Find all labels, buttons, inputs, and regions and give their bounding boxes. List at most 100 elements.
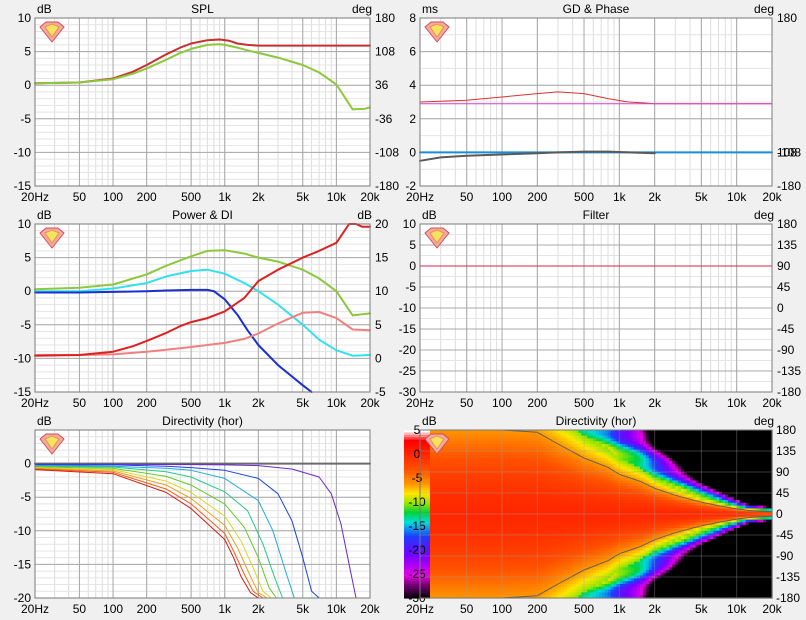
- heatmap-cell: [443, 550, 447, 554]
- heatmap-cell: [546, 550, 550, 554]
- heatmap-cell: [513, 544, 518, 549]
- heatmap-cell: [557, 505, 562, 509]
- heatmap-cell: [484, 556, 489, 560]
- heatmap-cell: [440, 533, 445, 537]
- heatmap-cell: [619, 570, 623, 574]
- heatmap-cell: [464, 584, 468, 588]
- heatmap-cell: [449, 505, 453, 509]
- heatmap-cell: [578, 584, 582, 588]
- heatmap-cell: [452, 519, 456, 523]
- heatmap-cell: [440, 578, 445, 582]
- heatmap-cell: [466, 567, 471, 571]
- heatmap-cell: [572, 550, 577, 554]
- heatmap-cell: [464, 458, 468, 462]
- heatmap-cell: [461, 460, 465, 465]
- heatmap-cell: [628, 460, 632, 465]
- heatmap-cell: [563, 530, 568, 535]
- heatmap-cell: [452, 530, 456, 535]
- heatmap-cell: [516, 542, 521, 546]
- heatmap-cell: [464, 491, 468, 495]
- heatmap-cell: [578, 483, 582, 487]
- heatmap-cell: [510, 474, 515, 479]
- heatmap-cell: [502, 528, 506, 532]
- heatmap-cell: [449, 463, 453, 467]
- heatmap-cell: [513, 514, 518, 518]
- heatmap-cell: [557, 469, 562, 473]
- heatmap-cell: [522, 466, 527, 470]
- heatmap-cell: [461, 589, 465, 593]
- heatmap-cell: [531, 558, 535, 563]
- heatmap-cell: [446, 528, 450, 532]
- heatmap-cell: [554, 544, 559, 549]
- heatmap-cell: [601, 514, 606, 518]
- heatmap-cell: [490, 466, 494, 470]
- heatmap-cell: [490, 570, 494, 574]
- heatmap-cell: [572, 502, 577, 507]
- heatmap-cell: [575, 530, 579, 535]
- heatmap-cell: [566, 449, 571, 453]
- heatmap-cell: [508, 547, 512, 551]
- heatmap-cell: [475, 530, 480, 535]
- heatmap-cell: [549, 533, 553, 537]
- heatmap-cell: [475, 575, 480, 579]
- heatmap-cell: [481, 561, 486, 565]
- heatmap-cell: [540, 592, 544, 596]
- heatmap-cell: [458, 536, 462, 540]
- heatmap-cell: [440, 595, 445, 599]
- heatmap-cell: [537, 550, 541, 554]
- heatmap-cell: [584, 514, 588, 518]
- heatmap-cell: [496, 578, 500, 582]
- heatmap-cell: [525, 455, 530, 459]
- heatmap-cell: [563, 472, 568, 476]
- heatmap-cell: [464, 533, 468, 537]
- heatmap-cell: [490, 567, 494, 571]
- heatmap-cell: [469, 432, 474, 437]
- heatmap-cell: [557, 446, 562, 451]
- heatmap-cell: [575, 438, 579, 442]
- heatmap-cell: [537, 435, 541, 439]
- heatmap-cell: [496, 516, 500, 521]
- heatmap-cell: [631, 581, 635, 585]
- heatmap-cell: [575, 564, 579, 568]
- heatmap-cell: [625, 567, 629, 571]
- heatmap-cell: [525, 438, 530, 442]
- heatmap-cell: [437, 522, 442, 526]
- heatmap-cell: [587, 525, 591, 529]
- heatmap-cell: [604, 572, 609, 577]
- heatmap-cell: [478, 500, 483, 504]
- heatmap-cell: [543, 449, 547, 453]
- heatmap-cell: [472, 530, 477, 535]
- heatmap-cell: [587, 564, 591, 568]
- heatmap-cell: [543, 514, 547, 518]
- heatmap-cell: [452, 539, 456, 543]
- heatmap-cell: [443, 483, 447, 487]
- heatmap-cell: [455, 558, 459, 563]
- heatmap-cell: [566, 466, 571, 470]
- heatmap-cell: [519, 542, 524, 546]
- heatmap-cell: [490, 547, 494, 551]
- heatmap-cell: [610, 488, 615, 493]
- heatmap-cell: [446, 575, 450, 579]
- x-tick-label: 500: [181, 602, 201, 616]
- heatmap-cell: [434, 575, 439, 579]
- heatmap-cell: [478, 449, 483, 453]
- heatmap-cell: [502, 435, 506, 439]
- heatmap-cell: [484, 522, 489, 526]
- heatmap-cell: [557, 477, 562, 481]
- heatmap-cell: [490, 497, 494, 501]
- heatmap-cell: [487, 547, 491, 551]
- heatmap-cell: [572, 491, 577, 495]
- heatmap-cell: [616, 500, 621, 504]
- heatmap-cell: [440, 480, 445, 484]
- heatmap-cell: [569, 595, 574, 599]
- heatmap-cell: [598, 446, 603, 451]
- heatmap-cell: [634, 542, 638, 546]
- heatmap-cell: [610, 469, 615, 473]
- heatmap-cell: [625, 477, 629, 481]
- heatmap-cell: [563, 435, 568, 439]
- heatmap-cell: [472, 542, 477, 546]
- heatmap-cell: [525, 472, 530, 476]
- heatmap-cell: [543, 539, 547, 543]
- heatmap-cell: [575, 497, 579, 501]
- heatmap-cell: [619, 474, 623, 479]
